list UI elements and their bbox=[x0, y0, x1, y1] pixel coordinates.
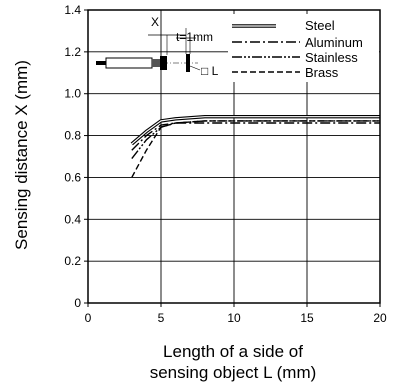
x-tick-label: 20 bbox=[373, 311, 387, 325]
x-tick-label: 0 bbox=[85, 311, 92, 325]
size-label: □ L bbox=[201, 64, 219, 78]
series-line-brass bbox=[131, 120, 380, 178]
legend-item-stainless: Stainless bbox=[232, 50, 358, 65]
x-axis-title-line2: sensing object L (mm) bbox=[150, 363, 317, 382]
series-line-stainless bbox=[131, 120, 380, 160]
y-tick-label: 0.4 bbox=[64, 212, 81, 226]
sensor-sketch: X t=1mm □ L bbox=[96, 15, 219, 78]
sensor-body-icon bbox=[105, 57, 153, 69]
sensor-lens-icon bbox=[152, 59, 160, 67]
y-tick-label: 0.8 bbox=[64, 129, 81, 143]
series-lines bbox=[130, 114, 380, 178]
series-line-steel-inner bbox=[131, 116, 380, 145]
series-line-aluminum bbox=[131, 122, 380, 151]
size-leader bbox=[189, 65, 201, 71]
sensor-head-icon bbox=[160, 56, 167, 70]
distance-label: X bbox=[151, 15, 159, 29]
x-tick-label: 10 bbox=[227, 311, 241, 325]
y-tick-label: 0.2 bbox=[64, 254, 81, 268]
legend-label-steel: Steel bbox=[305, 18, 335, 33]
y-axis-title: Sensing distance X (mm) bbox=[12, 60, 31, 250]
x-tick-label: 5 bbox=[158, 311, 165, 325]
legend-item-brass: Brass bbox=[232, 65, 339, 80]
legend-label-stainless: Stainless bbox=[305, 50, 358, 65]
x-tick-labels: 0 5 10 15 20 bbox=[85, 311, 387, 325]
legend-item-aluminum: Aluminum bbox=[232, 35, 363, 50]
legend-label-brass: Brass bbox=[305, 65, 339, 80]
legend: Steel Aluminum Stainless Brass bbox=[228, 14, 379, 82]
y-tick-labels: 0 0.2 0.4 0.6 0.8 1.0 1.2 1.4 bbox=[64, 3, 81, 310]
y-tick-label: 1.4 bbox=[64, 3, 81, 17]
y-tick-label: 1.0 bbox=[64, 87, 81, 101]
y-tick-label: 0.6 bbox=[64, 170, 81, 184]
x-axis-title-line1: Length of a side of bbox=[163, 342, 303, 361]
x-tick-label: 15 bbox=[300, 311, 314, 325]
tick-marks bbox=[84, 9, 381, 307]
legend-item-steel: Steel bbox=[232, 18, 335, 33]
legend-label-aluminum: Aluminum bbox=[305, 35, 363, 50]
thickness-label: t=1mm bbox=[176, 30, 213, 44]
target-object-icon bbox=[186, 54, 190, 72]
y-tick-label: 0 bbox=[74, 296, 81, 310]
sensor-cable-icon bbox=[96, 61, 106, 65]
y-tick-label: 1.2 bbox=[64, 45, 81, 59]
